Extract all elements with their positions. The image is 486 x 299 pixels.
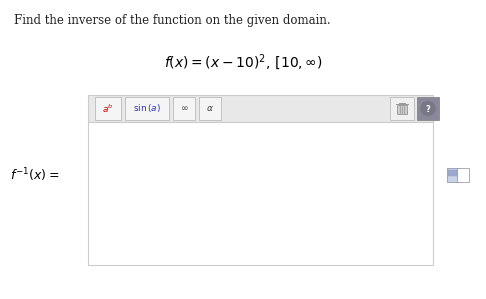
- Text: $\infty$: $\infty$: [180, 104, 188, 113]
- Text: Find the inverse of the function on the given domain.: Find the inverse of the function on the …: [14, 14, 330, 27]
- Bar: [417, 97, 439, 120]
- Bar: [457, 168, 469, 182]
- Text: $\alpha$: $\alpha$: [206, 104, 214, 113]
- Bar: [95, 97, 121, 120]
- Text: ?: ?: [426, 104, 431, 114]
- Text: $f(x) = (x - 10)^2, \,[10, \infty)$: $f(x) = (x - 10)^2, \,[10, \infty)$: [164, 52, 322, 72]
- Bar: [448, 170, 457, 176]
- Bar: [125, 97, 169, 120]
- Bar: [88, 122, 433, 265]
- Text: $\mathrm{sin}\,(a)$: $\mathrm{sin}\,(a)$: [133, 103, 161, 115]
- Bar: [173, 97, 195, 120]
- Bar: [390, 97, 414, 120]
- Bar: [447, 168, 459, 182]
- Text: $f^{-1}(x) =$: $f^{-1}(x) =$: [10, 166, 59, 184]
- Bar: [199, 97, 221, 120]
- Bar: [88, 95, 433, 122]
- Text: $a^b$: $a^b$: [102, 102, 114, 115]
- Bar: [397, 104, 407, 114]
- Circle shape: [421, 101, 435, 115]
